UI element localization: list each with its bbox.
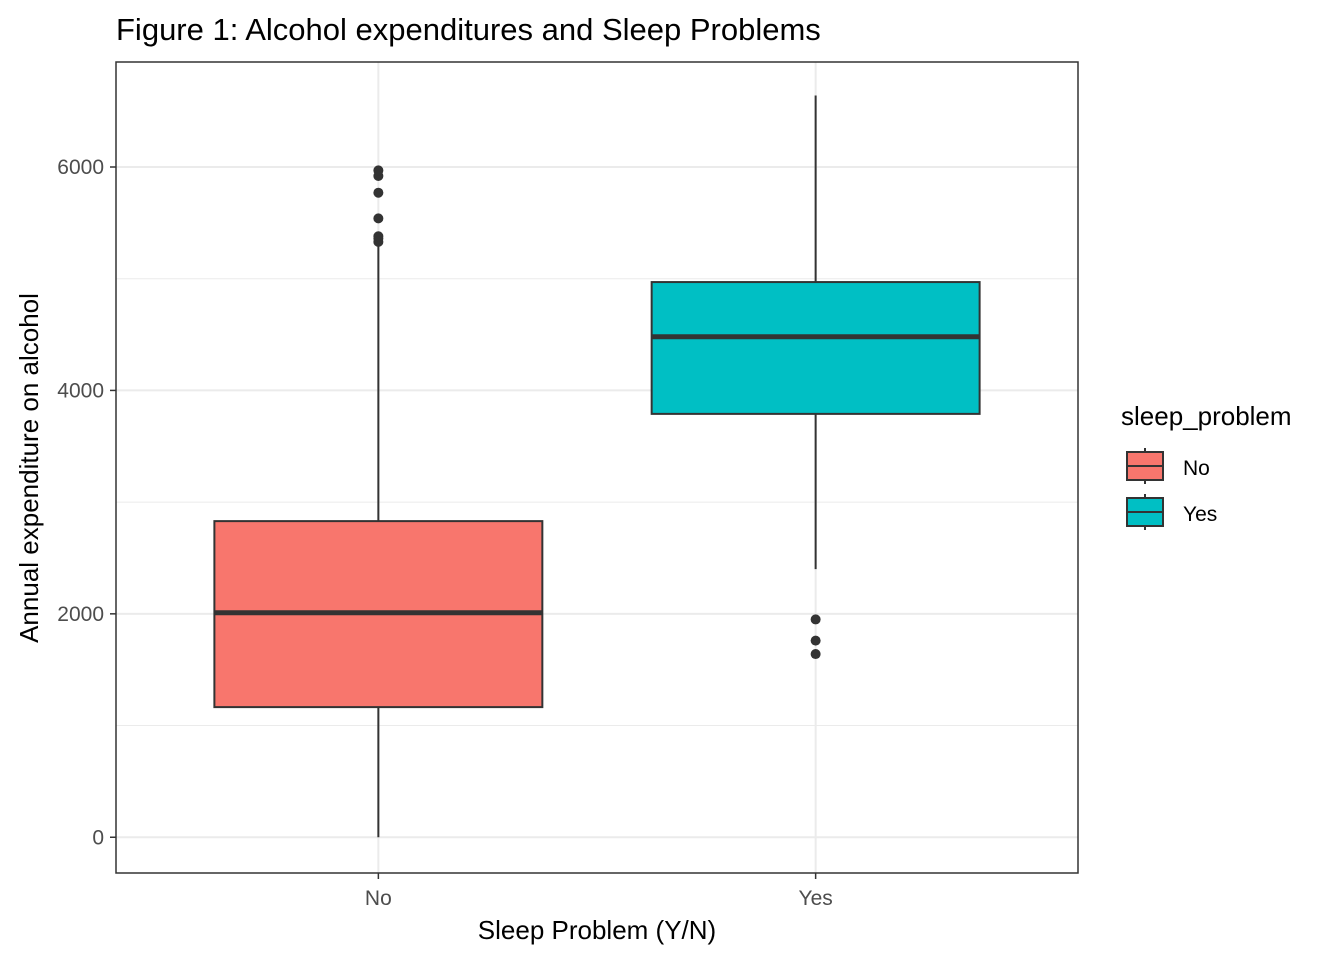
legend-label: No	[1183, 457, 1210, 480]
x-axis: No Yes	[365, 873, 833, 910]
outlier-point	[810, 635, 821, 646]
y-tick-label: 0	[92, 826, 104, 849]
y-tick-label: 6000	[57, 156, 104, 179]
outlier-point	[373, 213, 384, 224]
plot-border	[115, 61, 1079, 874]
boxes-layer	[213, 95, 981, 838]
plot-panel	[116, 62, 1078, 873]
legend: sleep_problem No Yes	[1121, 401, 1292, 530]
y-tick-label: 4000	[57, 379, 104, 402]
y-axis: 0 2000 4000 6000	[57, 156, 116, 849]
chart-title: Figure 1: Alcohol expenditures and Sleep…	[116, 12, 821, 47]
x-axis-title: Sleep Problem (Y/N)	[478, 915, 716, 945]
outlier-point	[373, 231, 384, 242]
y-tick-label: 2000	[57, 603, 104, 626]
legend-label: Yes	[1183, 503, 1217, 526]
outlier-point	[810, 649, 821, 660]
outlier-point	[373, 187, 384, 198]
x-tick-label: Yes	[799, 887, 833, 910]
x-tick-label: No	[365, 887, 392, 910]
y-axis-title: Annual expenditure on alcohol	[14, 293, 44, 643]
outlier-point	[810, 614, 821, 625]
box-yes	[650, 281, 981, 415]
legend-title: sleep_problem	[1121, 401, 1292, 431]
outlier-point	[373, 165, 384, 176]
